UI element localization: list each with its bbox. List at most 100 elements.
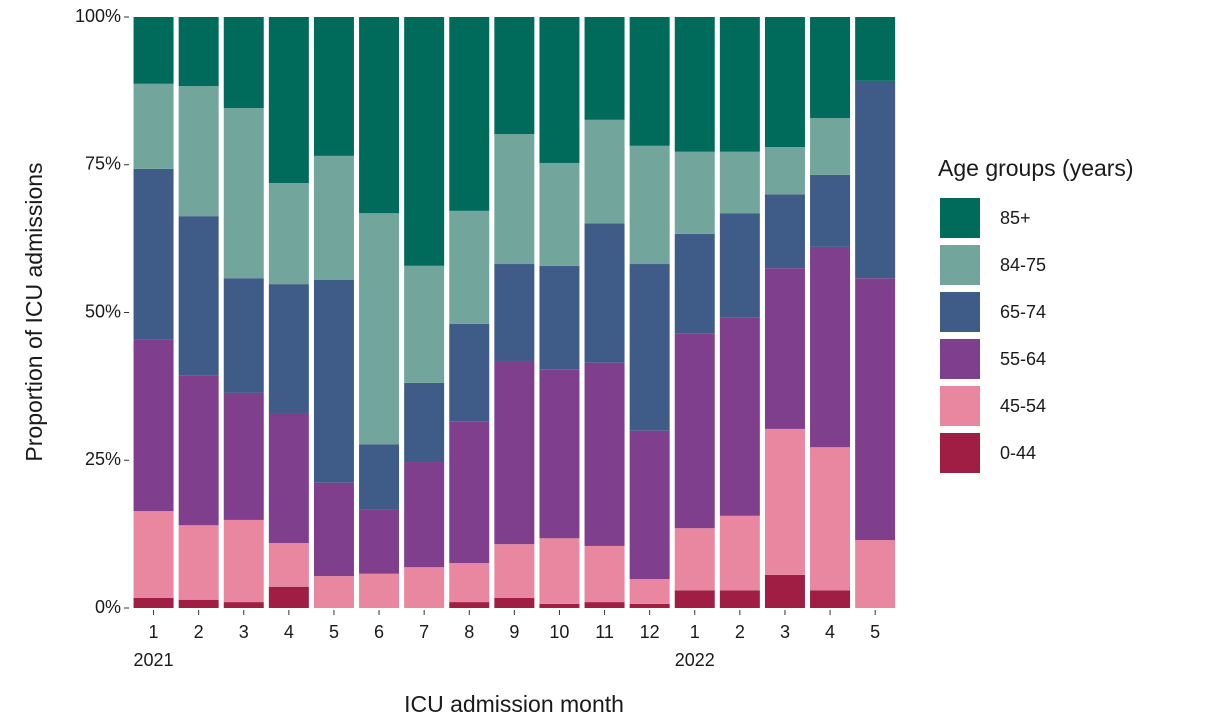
bar-segment bbox=[810, 17, 851, 119]
x-tick-label: 10 bbox=[549, 622, 569, 642]
legend-label: 84-75 bbox=[1000, 255, 1046, 275]
bar-segment bbox=[584, 602, 625, 608]
bar-segment bbox=[133, 511, 174, 598]
bar-segment bbox=[449, 323, 490, 422]
x-tick-label: 1 bbox=[690, 622, 700, 642]
bar-segment bbox=[539, 369, 580, 539]
bar-segment bbox=[810, 174, 851, 247]
bar-segment bbox=[629, 579, 670, 604]
bar-segment bbox=[674, 333, 715, 529]
bar-segment bbox=[223, 519, 264, 603]
bar-segment bbox=[629, 17, 670, 146]
bar-segment bbox=[494, 544, 535, 598]
legend-label: 0-44 bbox=[1000, 443, 1036, 463]
x-tick-label: 6 bbox=[374, 622, 384, 642]
bar-segment bbox=[764, 17, 805, 148]
x-tick-label: 11 bbox=[595, 622, 614, 642]
x-tick-label: 3 bbox=[239, 622, 249, 642]
y-tick-label: 50% bbox=[85, 301, 121, 321]
bar-segment bbox=[674, 233, 715, 334]
x-axis-title: ICU admission month bbox=[404, 691, 624, 717]
bar-segment bbox=[223, 278, 264, 393]
bar-segment bbox=[223, 108, 264, 279]
bar-segment bbox=[133, 597, 174, 608]
bar-segment bbox=[764, 574, 805, 608]
x-year-label: 2021 bbox=[134, 650, 174, 670]
x-tick-label: 7 bbox=[419, 622, 429, 642]
legend-label: 45-54 bbox=[1000, 396, 1046, 416]
bar-segment bbox=[810, 118, 851, 175]
bar-segment bbox=[359, 509, 400, 574]
bar-segment bbox=[449, 563, 490, 603]
bar-segment bbox=[404, 17, 445, 266]
bar-segment bbox=[764, 194, 805, 269]
bar-segment bbox=[268, 284, 309, 413]
bar-segment bbox=[719, 151, 760, 214]
bar-segment bbox=[178, 216, 219, 376]
bar-segment bbox=[539, 162, 580, 266]
bar-segment bbox=[133, 83, 174, 169]
bar-segment bbox=[359, 444, 400, 510]
y-tick-label: 25% bbox=[85, 449, 121, 469]
x-year-label: 2022 bbox=[675, 650, 715, 670]
bar-segment bbox=[268, 586, 309, 608]
bar-segment bbox=[674, 17, 715, 152]
bar-segment bbox=[494, 264, 535, 361]
bar-segment bbox=[629, 264, 670, 431]
bar-segment bbox=[404, 265, 445, 383]
legend-title: Age groups (years) bbox=[938, 155, 1134, 181]
x-tick-label: 1 bbox=[149, 622, 159, 642]
bar-segment bbox=[855, 17, 896, 81]
bar-segment bbox=[719, 17, 760, 152]
bar-segment bbox=[133, 17, 174, 84]
legend-swatch bbox=[940, 245, 980, 285]
bar-segment bbox=[494, 17, 535, 135]
bar-segment bbox=[719, 590, 760, 608]
bar-segment bbox=[449, 17, 490, 211]
x-tick-label: 8 bbox=[464, 622, 474, 642]
bar-segment bbox=[764, 268, 805, 429]
bar-segment bbox=[629, 430, 670, 580]
bar-segment bbox=[178, 525, 219, 600]
bar-segment bbox=[404, 462, 445, 568]
bar-segment bbox=[584, 119, 625, 224]
legend-label: 65-74 bbox=[1000, 302, 1046, 322]
legend-swatch bbox=[940, 292, 980, 332]
bar-segment bbox=[494, 134, 535, 265]
bar-segment bbox=[674, 151, 715, 234]
bar-segment bbox=[404, 382, 445, 463]
y-tick-label: 100% bbox=[75, 6, 121, 26]
legend-label: 85+ bbox=[1000, 208, 1031, 228]
bar-segment bbox=[539, 538, 580, 604]
x-tick-label: 2 bbox=[194, 622, 204, 642]
bar-segment bbox=[449, 421, 490, 564]
bar-segment bbox=[133, 168, 174, 340]
bar-segment bbox=[855, 540, 896, 608]
legend-label: 55-64 bbox=[1000, 349, 1046, 369]
bar-segment bbox=[404, 567, 445, 608]
bar-segment bbox=[178, 86, 219, 217]
y-tick-label: 75% bbox=[85, 154, 121, 174]
y-tick-label: 0% bbox=[95, 597, 121, 617]
bar-segment bbox=[764, 428, 805, 575]
bar-segment bbox=[133, 339, 174, 512]
legend-swatch bbox=[940, 198, 980, 238]
bar-segment bbox=[810, 590, 851, 608]
legend-swatch bbox=[940, 386, 980, 426]
bar-segment bbox=[268, 412, 309, 543]
x-tick-label: 9 bbox=[509, 622, 519, 642]
x-tick-label: 4 bbox=[825, 622, 835, 642]
bar-segment bbox=[810, 447, 851, 591]
bar-segment bbox=[584, 223, 625, 363]
bar-segment bbox=[674, 528, 715, 591]
x-tick-label: 2 bbox=[735, 622, 745, 642]
bar-segment bbox=[223, 17, 264, 109]
bar-segment bbox=[629, 145, 670, 265]
bar-segment bbox=[223, 392, 264, 520]
bar-segment bbox=[268, 17, 309, 184]
bar-segment bbox=[539, 17, 580, 163]
bar-segment bbox=[494, 360, 535, 545]
bar-segment bbox=[584, 545, 625, 603]
bar-segment bbox=[584, 362, 625, 546]
